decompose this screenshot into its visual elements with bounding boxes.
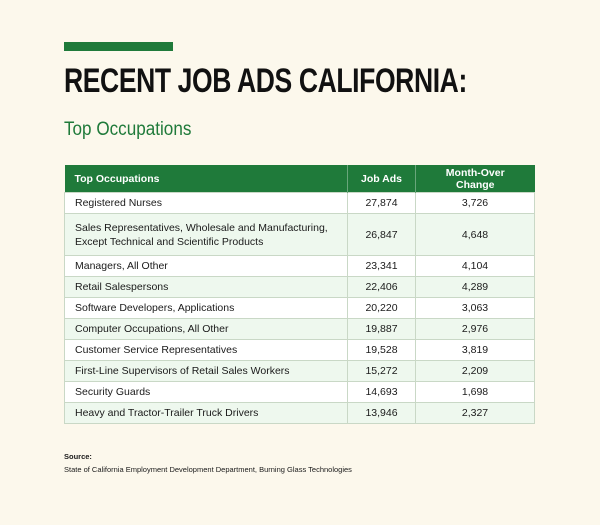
job-ads-cell: 26,847: [347, 213, 416, 256]
table-row: Retail Salespersons 22,406 4,289: [64, 276, 535, 298]
occupation-cell: First-Line Supervisors of Retail Sales W…: [64, 360, 348, 382]
table-row: Heavy and Tractor-Trailer Truck Drivers …: [64, 402, 535, 424]
job-ads-cell: 23,341: [347, 255, 416, 277]
occupation-cell: Customer Service Representatives: [64, 339, 348, 361]
page-title: RECENT JOB ADS CALIFORNIA:: [64, 62, 467, 100]
source-text: State of California Employment Developme…: [64, 465, 352, 474]
table-row: First-Line Supervisors of Retail Sales W…: [64, 360, 535, 382]
source-label: Source:: [64, 452, 92, 461]
change-cell: 1,698: [415, 381, 535, 403]
change-cell: 4,289: [415, 276, 535, 298]
table-row: Customer Service Representatives 19,528 …: [64, 339, 535, 361]
change-cell: 2,976: [415, 318, 535, 340]
table-row: Sales Representatives, Wholesale and Man…: [64, 213, 535, 256]
change-cell: 2,327: [415, 402, 535, 424]
occupation-cell: Heavy and Tractor-Trailer Truck Drivers: [64, 402, 348, 424]
job-ads-cell: 19,528: [347, 339, 416, 361]
change-cell: 3,063: [415, 297, 535, 319]
occupations-table: Top Occupations Job Ads Month-Over Chang…: [64, 165, 535, 424]
change-cell: 3,726: [415, 192, 535, 214]
job-ads-cell: 19,887: [347, 318, 416, 340]
header-occupation: Top Occupations: [64, 165, 348, 193]
job-ads-cell: 20,220: [347, 297, 416, 319]
occupation-cell: Registered Nurses: [64, 192, 348, 214]
table-row: Security Guards 14,693 1,698: [64, 381, 535, 403]
header-job-ads: Job Ads: [347, 165, 416, 193]
job-ads-cell: 14,693: [347, 381, 416, 403]
table-row: Managers, All Other 23,341 4,104: [64, 255, 535, 277]
occupation-cell: Sales Representatives, Wholesale and Man…: [64, 213, 348, 256]
header-month-over-change: Month-Over Change: [415, 165, 535, 193]
occupation-cell: Managers, All Other: [64, 255, 348, 277]
table-row: Computer Occupations, All Other 19,887 2…: [64, 318, 535, 340]
occupation-cell: Computer Occupations, All Other: [64, 318, 348, 340]
job-ads-cell: 15,272: [347, 360, 416, 382]
job-ads-cell: 27,874: [347, 192, 416, 214]
change-cell: 4,648: [415, 213, 535, 256]
occupation-cell: Software Developers, Applications: [64, 297, 348, 319]
title-accent-bar: [64, 42, 173, 51]
change-cell: 2,209: [415, 360, 535, 382]
occupation-cell: Security Guards: [64, 381, 348, 403]
table-row: Software Developers, Applications 20,220…: [64, 297, 535, 319]
table-header-row: Top Occupations Job Ads Month-Over Chang…: [64, 165, 535, 193]
job-ads-cell: 22,406: [347, 276, 416, 298]
page-subtitle: Top Occupations: [64, 119, 192, 140]
occupation-cell: Retail Salespersons: [64, 276, 348, 298]
change-cell: 3,819: [415, 339, 535, 361]
table-row: Registered Nurses 27,874 3,726: [64, 192, 535, 214]
job-ads-cell: 13,946: [347, 402, 416, 424]
change-cell: 4,104: [415, 255, 535, 277]
